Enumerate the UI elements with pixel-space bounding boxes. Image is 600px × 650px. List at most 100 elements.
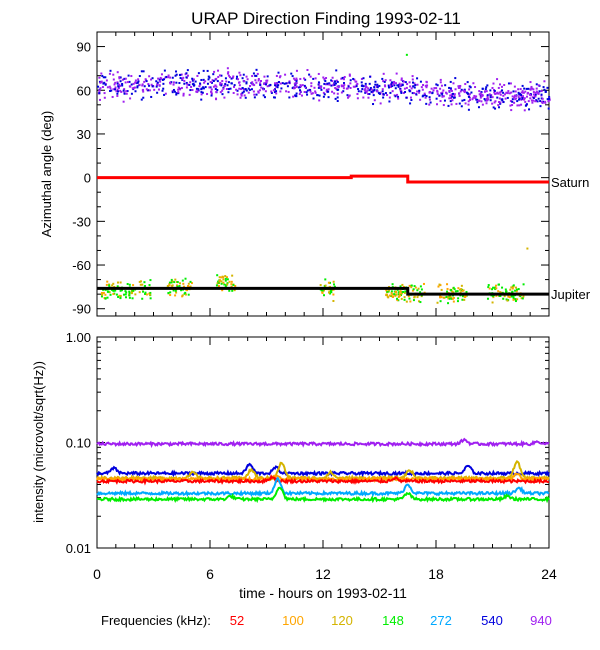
data-point [475, 98, 478, 101]
data-point [160, 77, 163, 80]
data-point [99, 81, 102, 84]
data-point [467, 100, 470, 103]
data-point [514, 98, 517, 101]
data-point [223, 283, 226, 286]
data-point [348, 94, 351, 97]
data-point [367, 92, 370, 95]
data-point [499, 101, 502, 104]
data-point [212, 85, 215, 88]
data-point [410, 99, 413, 102]
data-point [496, 96, 499, 99]
data-point [124, 77, 127, 80]
data-point [291, 75, 294, 78]
data-point [275, 82, 278, 85]
data-point [127, 81, 130, 84]
data-point [410, 286, 413, 289]
data-point [266, 75, 269, 78]
data-point [218, 280, 221, 283]
data-point [373, 99, 376, 102]
data-point [151, 77, 154, 80]
data-point [491, 288, 494, 291]
data-point [309, 88, 312, 91]
data-point [524, 100, 527, 103]
data-point [399, 285, 402, 288]
data-point [516, 100, 519, 103]
data-point [221, 275, 224, 278]
data-point [236, 89, 239, 92]
data-point [382, 96, 385, 99]
data-point [485, 90, 488, 93]
data-point [105, 79, 108, 82]
data-point [227, 88, 230, 91]
data-point [256, 72, 259, 75]
data-point [391, 293, 394, 296]
data-point [403, 87, 406, 90]
data-point [383, 80, 386, 83]
data-point [188, 83, 191, 86]
data-point [491, 96, 494, 99]
data-point [436, 90, 439, 93]
data-point [388, 289, 391, 292]
data-point [420, 288, 423, 291]
data-point [166, 284, 169, 287]
data-point [331, 80, 334, 83]
data-point [210, 92, 213, 95]
azimuth-plot-frame [96, 31, 550, 317]
data-point [439, 100, 442, 103]
data-point [544, 101, 547, 104]
data-point [372, 90, 375, 93]
data-point [250, 88, 253, 91]
data-point [518, 94, 521, 97]
data-point [216, 80, 219, 83]
data-point [295, 82, 298, 85]
data-point [486, 94, 489, 97]
data-point [158, 78, 161, 81]
data-point [197, 88, 200, 91]
data-point [139, 283, 142, 286]
data-point [425, 81, 428, 84]
data-point [505, 290, 508, 293]
data-point [123, 92, 126, 95]
data-point [220, 280, 223, 283]
data-point [264, 82, 267, 85]
data-point [143, 281, 146, 284]
data-point [132, 86, 135, 89]
data-point [528, 108, 531, 111]
data-point [535, 90, 538, 93]
data-point [221, 93, 224, 96]
data-point [114, 81, 117, 84]
data-point [408, 89, 411, 92]
data-point [220, 82, 223, 85]
data-point [497, 92, 500, 95]
data-point [455, 102, 458, 105]
data-point [294, 78, 297, 81]
data-point [374, 80, 377, 83]
data-point [452, 300, 455, 303]
data-point [253, 93, 256, 96]
data-point [542, 100, 545, 103]
data-point [255, 93, 258, 96]
data-point [402, 92, 405, 95]
data-point [492, 286, 495, 289]
data-point [429, 101, 432, 104]
data-point [300, 94, 303, 97]
data-point [489, 99, 492, 102]
data-point [379, 91, 382, 94]
data-point [487, 286, 490, 289]
data-point [207, 75, 210, 78]
data-point [476, 101, 479, 104]
data-point [233, 84, 236, 87]
data-point [357, 88, 360, 91]
data-point [330, 79, 333, 82]
data-point [275, 74, 278, 77]
data-point [463, 88, 466, 91]
data-point [515, 94, 518, 97]
data-point [448, 97, 451, 100]
data-point [428, 91, 431, 94]
data-point [348, 74, 351, 77]
data-point [363, 88, 366, 91]
data-point [142, 90, 145, 93]
data-point [527, 87, 530, 90]
data-point [128, 85, 131, 88]
data-point [529, 81, 532, 84]
